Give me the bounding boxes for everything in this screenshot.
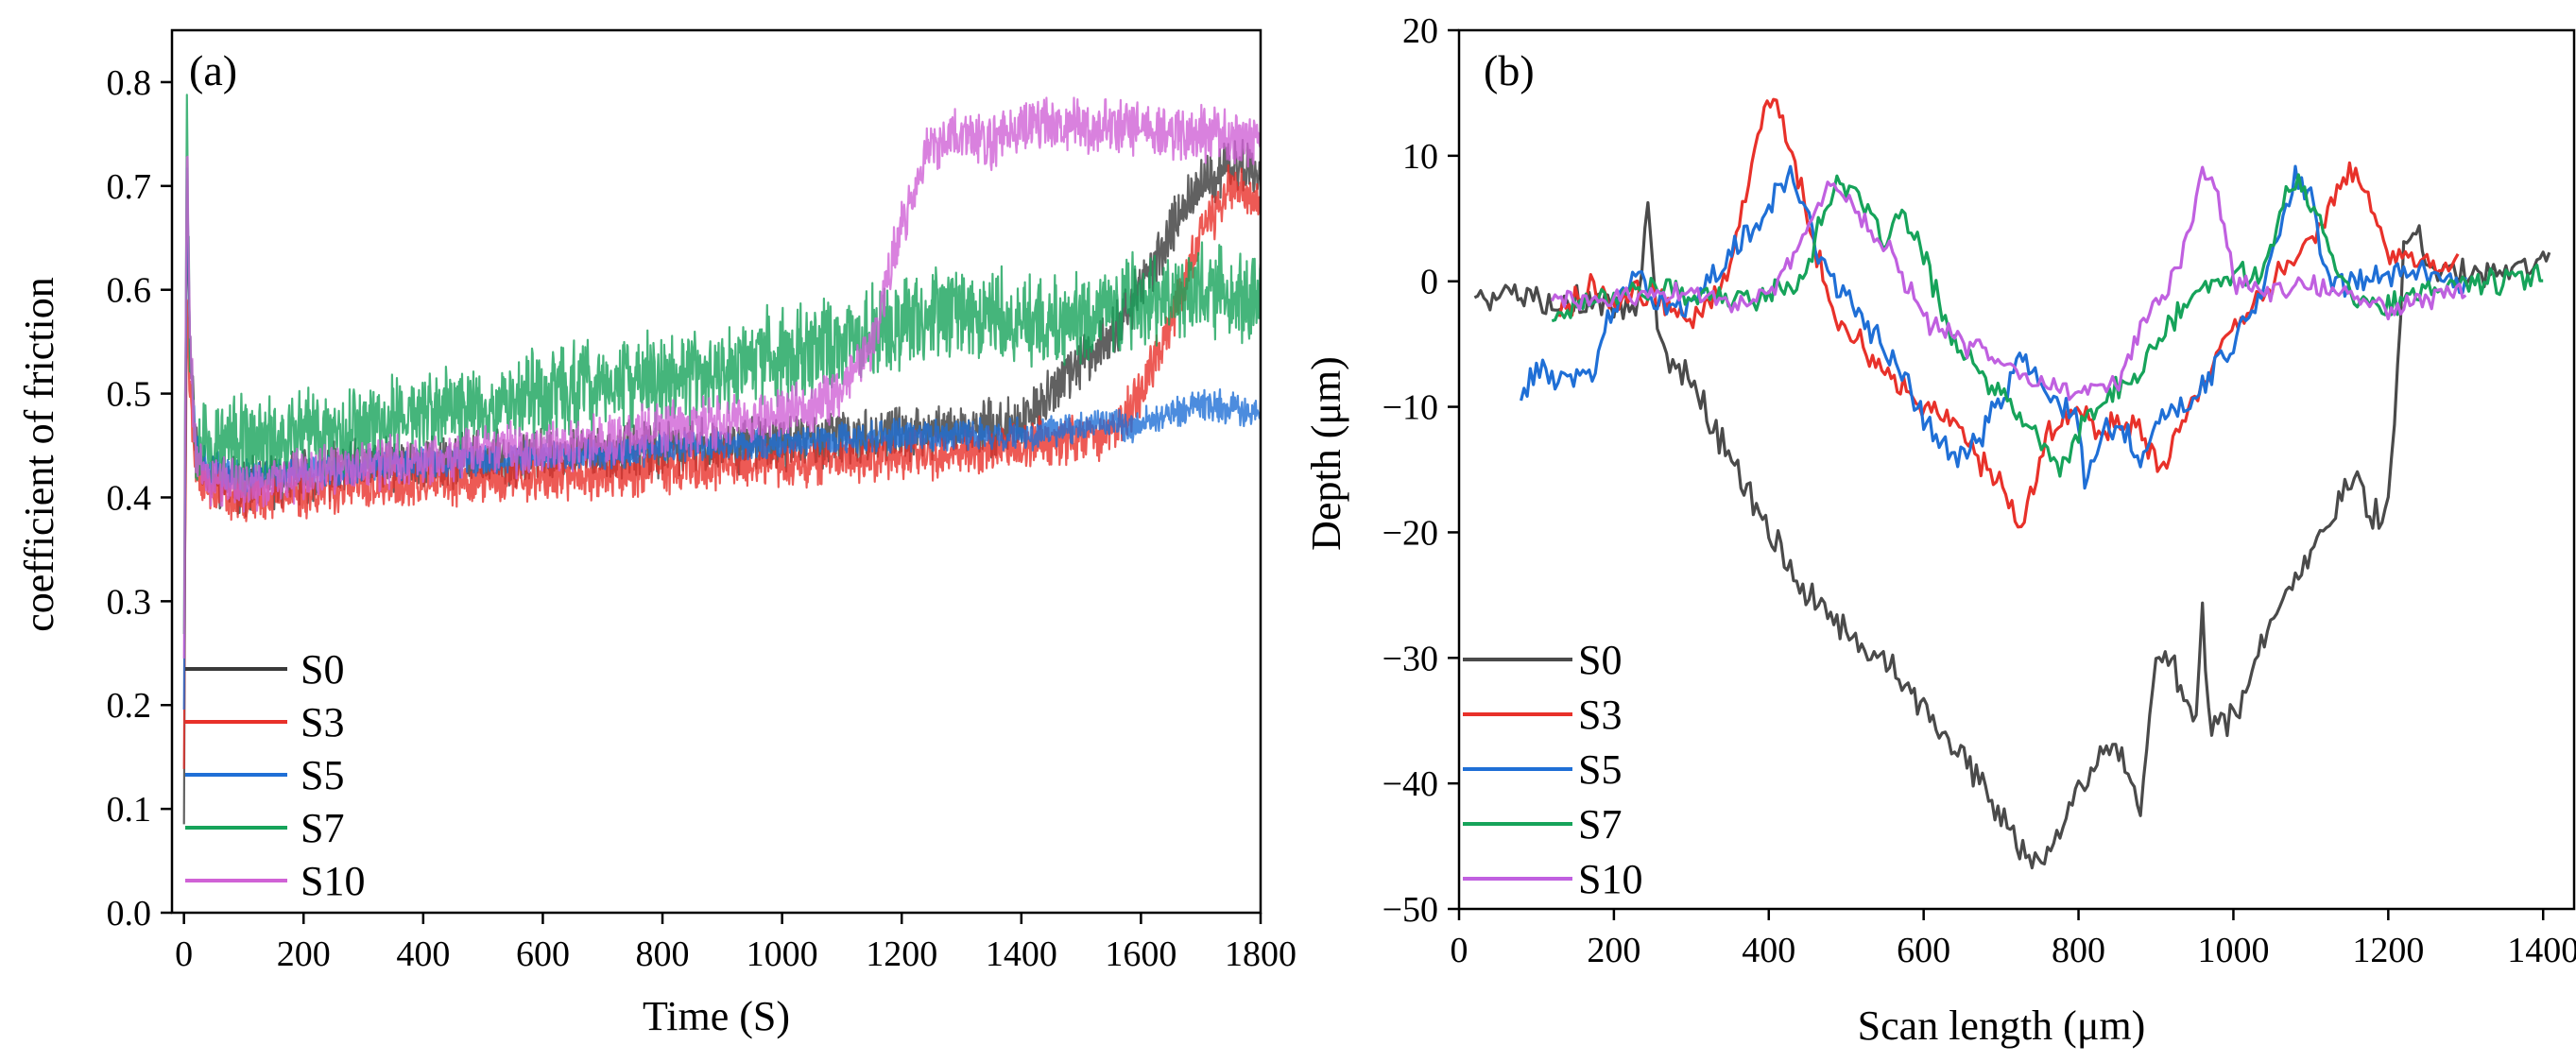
panel-a-series-s10-line: [182, 96, 1261, 659]
panel-a-x-tick-label: 1200: [866, 934, 937, 974]
panel-b-x-tick-label: 400: [1742, 931, 1795, 970]
panel-a-x-tick-label: 1400: [986, 934, 1057, 974]
panel-a-legend-label-s7: S7: [301, 805, 344, 851]
panel-b-legend-label-s5: S5: [1578, 746, 1622, 793]
panel-a-legend: S0 S3 S5 S7 S10: [185, 646, 365, 904]
panel-b-y-tick-label: 10: [1402, 137, 1438, 177]
panel-b-y-tick-label: −30: [1382, 639, 1438, 678]
panel-b-frame: [1457, 28, 2576, 911]
panel-b-series-s3-line: [1557, 97, 2460, 529]
panel-b-y-axis-title: Depth (μm): [1303, 356, 1349, 551]
panel-a-y-tick-label: 0.1: [107, 790, 152, 830]
panel-a-ticks: 0 200 400 600 800 1000 1200 1400 1600 1800 0.0 0.1 0…: [107, 63, 1297, 974]
panel-a-legend-label-s0: S0: [301, 646, 344, 693]
panel-b-x-tick-label: 0: [1451, 931, 1468, 970]
panel-a-x-tick-label: 0: [175, 934, 193, 974]
panel-b-x-tick-label: 600: [1897, 931, 1950, 970]
panel-a-y-tick-label: 0.6: [107, 271, 152, 311]
panel-a-y-tick-label: 0.0: [107, 894, 152, 934]
panel-b-y-tick-label: 20: [1402, 11, 1438, 51]
panel-b-x-tick-label: 1400: [2507, 931, 2576, 970]
panel-b-x-tick-label: 1000: [2197, 931, 2269, 970]
panel-a-series-group: [182, 94, 1261, 825]
panel-b-ticks: 0 200 400 600 800 1000 1200 1400−50−40−30−20−10…: [1382, 11, 2576, 970]
panel-a-y-axis-title: coefficient of friction: [16, 277, 62, 631]
panel-a-x-tick-label: 1000: [747, 934, 818, 974]
panel-b-y-tick-label: −20: [1382, 513, 1438, 553]
panel-a-x-tick-label: 1600: [1105, 934, 1176, 974]
panel-b-legend-label-s0: S0: [1578, 637, 1622, 683]
panel-b-series-s10-line: [1550, 165, 2467, 402]
panel-b-series-s0-line: [1473, 200, 2551, 870]
panel-b-y-tick-label: −10: [1382, 388, 1438, 428]
panel-a-y-tick-label: 0.3: [107, 582, 152, 622]
panel-a-x-axis-title: Time (S): [643, 993, 790, 1039]
panel-b-legend-label-s3: S3: [1578, 692, 1622, 738]
panel-b-y-tick-label: 0: [1420, 263, 1438, 302]
panel-b-x-tick-label: 800: [2052, 931, 2105, 970]
panel-a-y-tick-label: 0.7: [107, 167, 152, 207]
panel-a-y-tick-label: 0.4: [107, 478, 152, 518]
panel-a-y-tick-label: 0.8: [107, 63, 152, 103]
panel-a-label: (a): [189, 46, 237, 94]
panel-a-y-tick-label: 0.2: [107, 686, 152, 726]
panel-b-x-tick-label: 1200: [2352, 931, 2424, 970]
panel-a-x-tick-label: 600: [516, 934, 570, 974]
panel-b-legend-label-s7: S7: [1578, 801, 1622, 848]
panel-b-legend: S0 S3 S5 S7 S10: [1463, 637, 1642, 902]
panel-a-series-s7-line: [182, 94, 1261, 635]
panel-b-label: (b): [1484, 46, 1535, 94]
panel-a-x-tick-label: 800: [636, 934, 690, 974]
panel-a-frame: [170, 28, 1262, 915]
panel-b-series-group: [1473, 97, 2551, 870]
panel-b-chart: 0 200 400 600 800 1000 1200 1400−50−40−30−20−10…: [1303, 11, 2576, 1049]
panel-a-legend-label-s3: S3: [301, 699, 344, 745]
panel-b-series-s7-line: [1551, 173, 2544, 478]
panel-b-legend-label-s10: S10: [1578, 856, 1642, 902]
panel-a-y-tick-label: 0.5: [107, 375, 152, 415]
panel-b-y-tick-label: −50: [1382, 890, 1438, 930]
panel-a-x-tick-label: 1800: [1225, 934, 1297, 974]
panel-a-x-tick-label: 400: [396, 934, 450, 974]
panel-a-x-tick-label: 200: [277, 934, 331, 974]
panel-b-x-tick-label: 200: [1587, 931, 1640, 970]
panel-b-series-s5-line: [1520, 164, 2467, 490]
panel-a-chart: 0 200 400 600 800 1000 1200 1400 1600 1800 0.0 0.1 0…: [16, 28, 1297, 1039]
panel-b-y-tick-label: −40: [1382, 764, 1438, 804]
panel-a-legend-label-s5: S5: [301, 752, 344, 798]
panel-b-x-axis-title: Scan length (μm): [1858, 1002, 2146, 1049]
panel-a-legend-label-s10: S10: [301, 858, 365, 904]
